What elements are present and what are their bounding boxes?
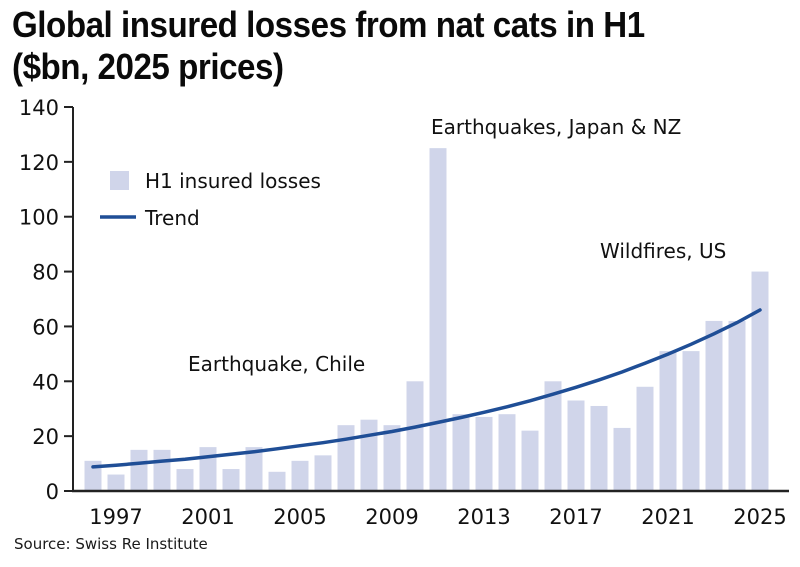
y-tick-label-20: 20: [32, 425, 59, 449]
legend-label-bars: H1 insured losses: [145, 169, 321, 193]
bar-2009: [383, 425, 401, 491]
annotation-2025: Wildfires, US: [600, 239, 726, 263]
chart-title: Global insured losses from nat cats in H…: [12, 4, 645, 87]
x-tick-label-2017: 2017: [549, 505, 602, 529]
bar-1999: [153, 449, 171, 491]
bar-1996: [84, 460, 102, 491]
legend-label-trend: Trend: [144, 206, 200, 230]
bar-2018: [590, 405, 608, 491]
bar-2002: [222, 469, 240, 491]
annotation-2011: Earthquakes, Japan & NZ: [431, 115, 681, 139]
bar-2020: [636, 386, 654, 491]
bar-2012: [452, 414, 470, 491]
y-tick-label-140: 140: [19, 96, 59, 120]
bar-2021: [659, 351, 677, 491]
annotation-2010: Earthquake, Chile: [188, 352, 365, 376]
y-tick-label-80: 80: [32, 261, 59, 285]
bar-2016: [544, 381, 562, 491]
bar-2025: [751, 271, 769, 491]
bar-2001: [199, 447, 217, 491]
bar-2013: [475, 416, 493, 491]
bar-2022: [682, 351, 700, 491]
bars-layer: [84, 148, 769, 491]
bar-2006: [314, 455, 332, 491]
bar-2003: [245, 447, 263, 491]
x-tick-label-2001: 2001: [181, 505, 234, 529]
bar-2005: [291, 460, 309, 491]
x-tick-label-2005: 2005: [273, 505, 326, 529]
bar-2015: [521, 430, 539, 491]
bar-2019: [613, 427, 631, 491]
legend-swatch-bars: [110, 171, 129, 190]
x-tick-label-2009: 2009: [365, 505, 418, 529]
bar-2017: [567, 400, 585, 491]
y-tick-label-0: 0: [46, 480, 59, 504]
y-tick-label-60: 60: [32, 315, 59, 339]
y-tick-label-100: 100: [19, 206, 59, 230]
bar-2024: [728, 320, 746, 491]
bar-1997: [107, 474, 125, 491]
bar-1998: [130, 449, 148, 491]
y-tick-label-40: 40: [32, 370, 59, 394]
legend: H1 insured losses Trend: [100, 169, 321, 230]
bar-2008: [360, 419, 378, 491]
x-tick-label-1997: 1997: [89, 505, 142, 529]
x-tick-label-2013: 2013: [457, 505, 510, 529]
y-tick-label-120: 120: [19, 151, 59, 175]
axes: 0 20 40 60 80 100 120 140 1997 2001 2005 2009 2013 20…: [19, 96, 789, 529]
bar-2011: [429, 148, 447, 491]
bar-2010: [406, 381, 424, 491]
x-tick-label-2021: 2021: [641, 505, 694, 529]
bar-2004: [268, 471, 286, 491]
source-note: Source: Swiss Re Institute: [14, 535, 208, 553]
x-tick-label-2025: 2025: [733, 505, 786, 529]
annotations: Earthquakes, Japan & NZ Earthquake, Chile…: [188, 115, 726, 376]
trend-line: [91, 308, 762, 469]
bar-2007: [337, 425, 355, 491]
bar-2023: [705, 320, 723, 491]
bar-2000: [176, 469, 194, 491]
bar-2014: [498, 414, 516, 491]
